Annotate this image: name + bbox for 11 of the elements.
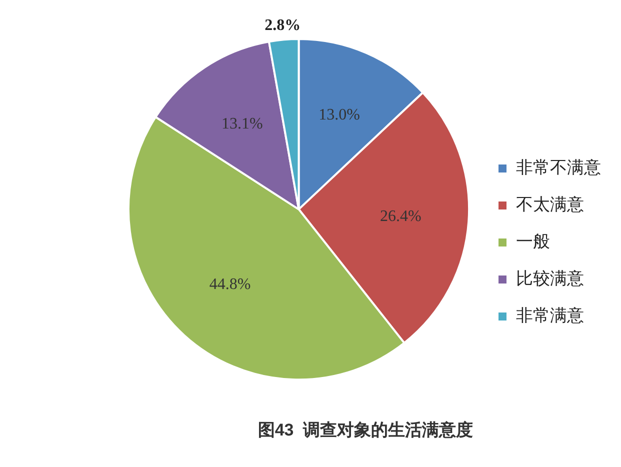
- legend-label: 非常满意: [516, 306, 584, 326]
- data-label: 44.8%: [209, 276, 251, 294]
- legend-label: 非常不满意: [516, 158, 601, 178]
- legend-label: 一般: [516, 232, 550, 252]
- data-label: 13.0%: [318, 106, 360, 124]
- data-label: 13.1%: [222, 115, 263, 132]
- data-label: 2.8%: [264, 16, 301, 34]
- legend-label: 不太满意: [516, 195, 584, 214]
- data-label: 26.4%: [380, 208, 422, 226]
- legend-label: 比较满意: [516, 269, 584, 288]
- text: 图43 调查对象的生活满意度: [258, 420, 474, 440]
